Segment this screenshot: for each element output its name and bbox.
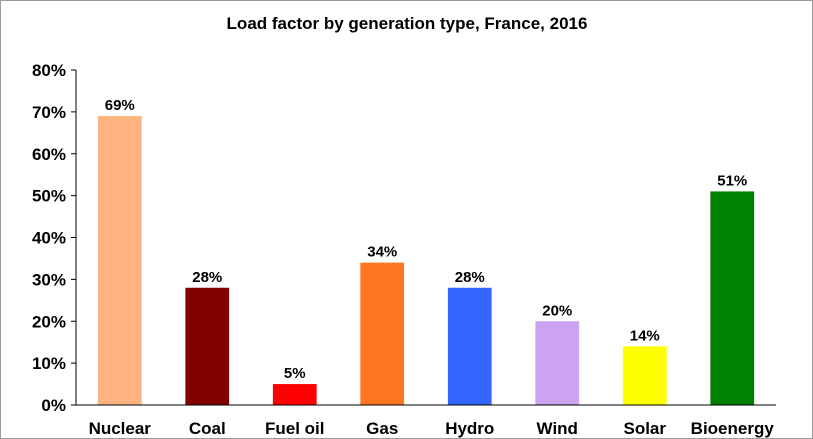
x-tick-label: Fuel oil — [265, 419, 325, 438]
bar-wind — [535, 321, 580, 405]
data-label: 28% — [192, 269, 222, 286]
x-tick-label: Nuclear — [89, 419, 152, 438]
bar-bioenergy — [710, 191, 755, 405]
y-tick-label: 70% — [32, 103, 66, 122]
data-label: 14% — [630, 327, 660, 344]
bar-solar — [622, 346, 667, 405]
x-tick-label: Bioenergy — [691, 419, 775, 438]
y-tick-label: 20% — [32, 312, 66, 331]
x-tick-label: Wind — [537, 419, 578, 438]
chart-title: Load factor by generation type, France, … — [227, 14, 588, 33]
bar-coal — [185, 287, 230, 405]
data-label: 34% — [367, 244, 397, 261]
y-tick-label: 40% — [32, 229, 66, 248]
y-tick-label: 80% — [32, 61, 66, 80]
y-tick-label: 10% — [32, 354, 66, 373]
value-labels: 69% 28% 5% 34% 28% 20% 14% 51% — [105, 97, 748, 382]
data-label: 51% — [717, 172, 747, 189]
y-tick-label: 0% — [41, 396, 66, 415]
bar-nuclear — [97, 116, 142, 405]
x-tick-label: Coal — [189, 419, 226, 438]
bar-hydro — [447, 287, 492, 405]
x-tick-label: Gas — [366, 419, 398, 438]
x-tick-label: Solar — [623, 419, 666, 438]
data-label: 20% — [542, 302, 572, 319]
y-tick-label: 30% — [32, 270, 66, 289]
bars — [97, 116, 755, 405]
y-tick-label: 50% — [32, 187, 66, 206]
y-tick-label: 60% — [32, 145, 66, 164]
y-axis: 0% 10% 20% 30% 40% 50% 60% 70% 80% — [32, 61, 76, 415]
data-label: 28% — [455, 269, 485, 286]
bar-gas — [360, 262, 405, 405]
data-label: 5% — [284, 365, 306, 382]
x-tick-label: Hydro — [445, 419, 494, 438]
x-axis: Nuclear Coal Fuel oil Gas Hydro Wind Solar Bioe… — [89, 419, 775, 438]
bar-fuel-oil — [272, 384, 317, 405]
data-label: 69% — [105, 97, 135, 114]
